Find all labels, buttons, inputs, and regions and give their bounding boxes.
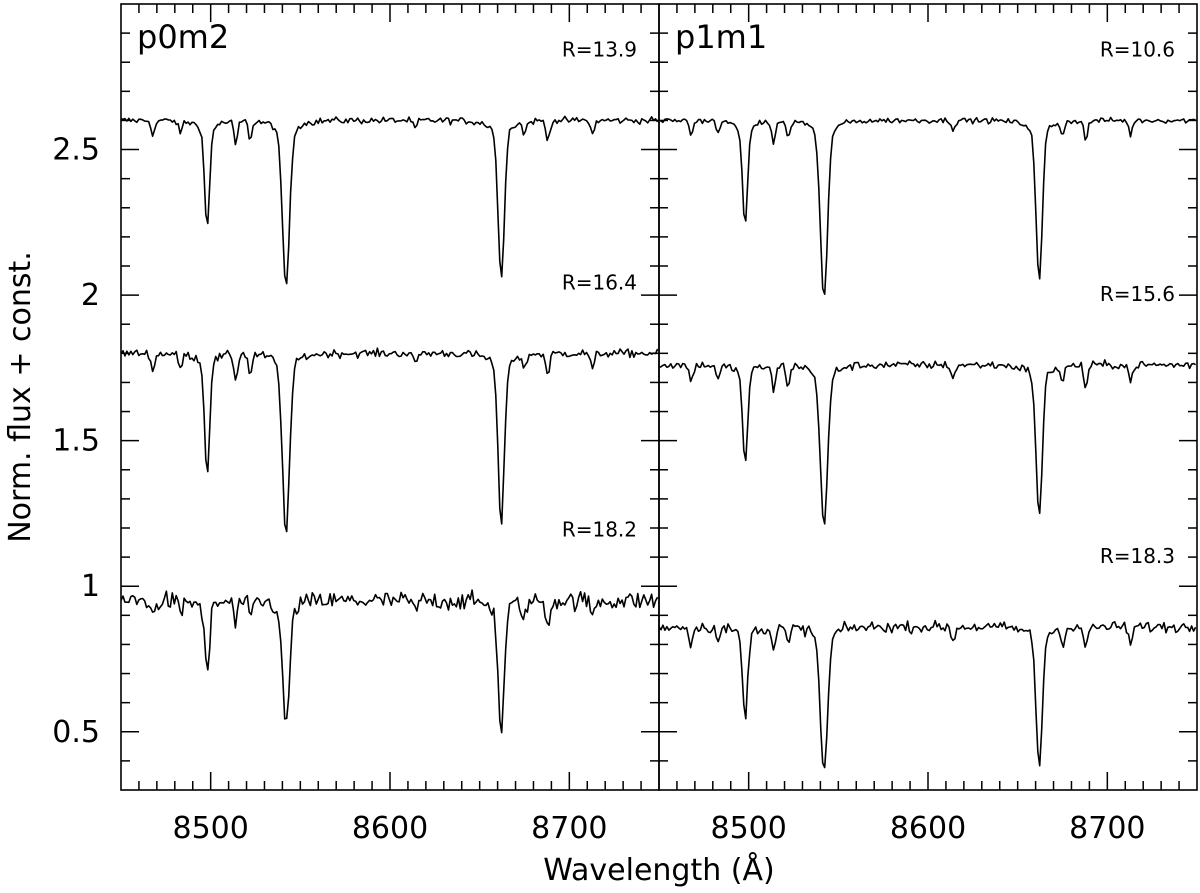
axes-layer bbox=[120, 3, 1198, 791]
panel-title-1: p1m1 bbox=[675, 18, 767, 56]
y-tick-label-3: 2 bbox=[81, 278, 100, 313]
spectrum-label-1-1: R=15.6 bbox=[1100, 282, 1175, 306]
spectrum-label-1-0: R=10.6 bbox=[1100, 37, 1175, 61]
spectrum-line-0-1 bbox=[120, 347, 659, 533]
labels-layer: 8500 8600 8700 p0m2 R=13.9 R=16.4 R=18.2 8500 86… bbox=[3, 18, 1175, 888]
spectrum-line-0-0 bbox=[120, 115, 659, 285]
spectrum-line-1-1 bbox=[658, 359, 1196, 525]
x-tick-label-1-0: 8500 bbox=[710, 811, 786, 846]
spectrum-label-0-2: R=18.2 bbox=[562, 518, 637, 542]
y-axis-title: Norm. flux + const. bbox=[3, 251, 38, 543]
spectra-layer bbox=[120, 115, 1197, 769]
spectrum-label-1-2: R=18.3 bbox=[1100, 544, 1175, 568]
y-tick-label-1: 1 bbox=[81, 569, 100, 604]
spectrum-label-0-1: R=16.4 bbox=[562, 270, 637, 294]
y-tick-label-2: 1.5 bbox=[52, 424, 100, 459]
spectrum-line-1-2 bbox=[658, 619, 1197, 769]
x-tick-label-1-2: 8700 bbox=[1069, 811, 1145, 846]
y-tick-label-4: 2.5 bbox=[52, 133, 100, 168]
x-tick-label-0-2: 8700 bbox=[531, 811, 607, 846]
spectrum-line-1-0 bbox=[658, 116, 1196, 296]
spectrum-label-0-0: R=13.9 bbox=[562, 37, 637, 61]
x-tick-label-1-1: 8600 bbox=[890, 811, 966, 846]
x-tick-label-0-1: 8600 bbox=[352, 811, 428, 846]
panel-title-0: p0m2 bbox=[137, 18, 229, 56]
spectrum-line-0-2 bbox=[120, 589, 659, 734]
x-axis-title: Wavelength (Å) bbox=[543, 852, 774, 888]
y-tick-label-0: 0.5 bbox=[52, 715, 100, 750]
x-tick-label-0-0: 8500 bbox=[172, 811, 248, 846]
